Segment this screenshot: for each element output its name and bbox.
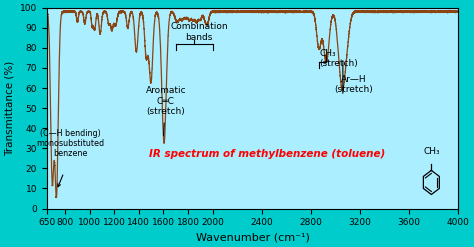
Text: IR spectrum of methylbenzene (toluene): IR spectrum of methylbenzene (toluene) (149, 149, 385, 159)
X-axis label: Wavenumber (cm⁻¹): Wavenumber (cm⁻¹) (196, 233, 310, 243)
Text: CH₃
(stretch): CH₃ (stretch) (319, 48, 358, 68)
Text: Combination
bands: Combination bands (170, 22, 228, 42)
Text: CH₃: CH₃ (423, 147, 440, 156)
Text: Aromatic
C═C
(stretch): Aromatic C═C (stretch) (146, 86, 186, 116)
Text: (C—H bending)
monosubstituted
benzene: (C—H bending) monosubstituted benzene (36, 128, 105, 158)
Y-axis label: Transmittance (%): Transmittance (%) (4, 61, 14, 156)
Text: Ar—H
(stretch): Ar—H (stretch) (335, 75, 374, 94)
